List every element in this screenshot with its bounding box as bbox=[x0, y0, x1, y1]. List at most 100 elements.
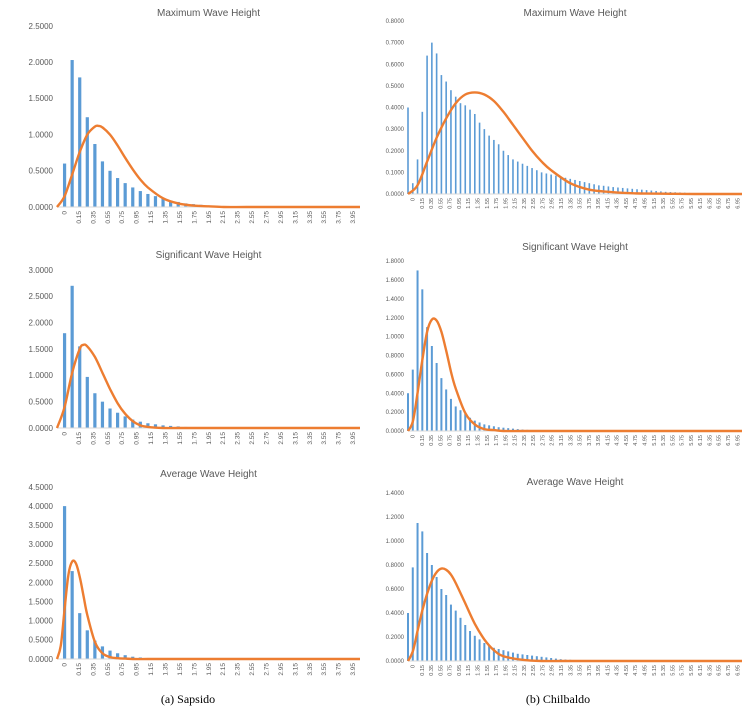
chart-title: Significant Wave Height bbox=[156, 250, 262, 261]
x-tick-label: 6.55 bbox=[717, 198, 723, 209]
x-tick-label: 1.15 bbox=[148, 663, 155, 676]
x-tick-label: 2.55 bbox=[531, 665, 537, 676]
bar bbox=[416, 270, 419, 431]
x-tick-label: 3.35 bbox=[307, 211, 314, 224]
y-tick-label: 0.4000 bbox=[386, 106, 405, 112]
y-tick-label: 0.2000 bbox=[386, 149, 405, 155]
bar bbox=[449, 398, 452, 431]
x-tick-label: 2.55 bbox=[249, 211, 256, 224]
bar bbox=[138, 191, 142, 207]
x-tick-label: 1.75 bbox=[494, 435, 500, 446]
y-tick-label: 1.5000 bbox=[29, 597, 54, 606]
bar bbox=[631, 188, 634, 194]
x-tick-label: 1.95 bbox=[206, 663, 213, 676]
y-tick-label: 0.8000 bbox=[386, 354, 405, 360]
bar bbox=[123, 416, 127, 428]
x-tick-label: 0.35 bbox=[429, 665, 435, 676]
x-tick-label: 0.95 bbox=[457, 435, 463, 446]
bar bbox=[78, 346, 82, 428]
y-tick-label: 1.2000 bbox=[386, 515, 405, 521]
fitted-curve bbox=[406, 317, 742, 433]
x-tick-label: 2.55 bbox=[531, 198, 537, 209]
y-tick-label: 0.5000 bbox=[29, 636, 54, 645]
bar bbox=[431, 42, 433, 194]
x-tick-label: 1.55 bbox=[485, 435, 491, 446]
x-tick-label: 2.95 bbox=[278, 211, 285, 224]
bar bbox=[598, 185, 600, 194]
x-tick-label: 2.75 bbox=[540, 665, 546, 676]
bar bbox=[540, 172, 543, 194]
x-tick-label: 0 bbox=[61, 211, 68, 215]
y-tick-label: 0.8000 bbox=[386, 19, 405, 25]
y-tick-label: 2.5000 bbox=[29, 292, 54, 301]
x-tick-label: 2.35 bbox=[522, 665, 528, 676]
chart-title: Significant Wave Height bbox=[522, 242, 628, 253]
x-tick-label: 2.75 bbox=[540, 435, 546, 446]
chart-chilbaldo-average: Average Wave Height 0.0000 0.2000 0.4000 0.6… bbox=[372, 466, 750, 688]
x-tick-label: 5.15 bbox=[652, 665, 658, 676]
x-tick-label: 2.55 bbox=[249, 432, 256, 445]
y-tick-label: 1.2000 bbox=[386, 316, 405, 322]
x-tick-label: 4.95 bbox=[643, 435, 649, 446]
x-tick-label: 6.75 bbox=[726, 198, 732, 209]
chart-sapsido-maximum: Maximum Wave Height 0.0000 0.5000 1.0000 1.5… bbox=[0, 0, 372, 232]
x-tick-label: 5.95 bbox=[689, 665, 695, 676]
bar bbox=[550, 658, 553, 661]
chart-title: Average Wave Height bbox=[527, 477, 624, 488]
y-tick-label: 1.5000 bbox=[29, 94, 54, 103]
x-tick-label: 4.35 bbox=[615, 435, 621, 446]
y-tick-label: 1.0000 bbox=[29, 617, 54, 626]
x-tick-label: 5.95 bbox=[689, 198, 695, 209]
bar bbox=[93, 144, 97, 207]
x-tick-label: 3.95 bbox=[596, 435, 602, 446]
y-tick-label: 0.3000 bbox=[386, 127, 405, 133]
bar bbox=[478, 639, 481, 661]
bar bbox=[464, 625, 467, 661]
bar bbox=[488, 425, 491, 431]
x-tick-label: 5.75 bbox=[680, 435, 686, 446]
x-tick-label: 2.95 bbox=[550, 665, 556, 676]
bar bbox=[473, 635, 476, 661]
bar bbox=[488, 645, 491, 661]
x-tick-label: 1.55 bbox=[177, 211, 184, 224]
bar bbox=[650, 190, 653, 194]
bar bbox=[421, 531, 424, 661]
bar bbox=[85, 376, 89, 428]
x-tick-label: 6.55 bbox=[717, 435, 723, 446]
y-tick-label: 2.0000 bbox=[29, 578, 54, 587]
x-tick-label: 1.95 bbox=[503, 665, 509, 676]
x-tick-label: 3.75 bbox=[336, 663, 343, 676]
bar bbox=[450, 90, 452, 194]
bar bbox=[492, 426, 495, 431]
x-tick-label: 2.35 bbox=[235, 663, 242, 676]
bar bbox=[407, 393, 409, 431]
x-tick-label: 1.95 bbox=[503, 435, 509, 446]
chart-chilbaldo-significant: Significant Wave Height 0.0000 0.2000 0.400… bbox=[372, 232, 750, 460]
bar bbox=[483, 424, 486, 431]
bar bbox=[146, 193, 150, 207]
x-tick-label: 6.95 bbox=[735, 665, 741, 676]
x-tick-label: 3.15 bbox=[559, 435, 565, 446]
bar bbox=[626, 188, 629, 194]
x-tick-label: 0.15 bbox=[76, 432, 83, 445]
x-tick-label: 3.55 bbox=[578, 198, 584, 209]
x-tick-label: 6.35 bbox=[707, 198, 713, 209]
x-tick-label: 1.35 bbox=[162, 432, 169, 445]
x-tick-label: 2.95 bbox=[550, 198, 556, 209]
x-tick-label: 2.15 bbox=[513, 665, 519, 676]
bar bbox=[545, 657, 548, 661]
bar bbox=[445, 595, 448, 661]
bar bbox=[93, 640, 97, 659]
bar bbox=[123, 183, 127, 207]
x-tick-label: 1.75 bbox=[494, 665, 500, 676]
chart-chilbaldo-maximum: Maximum Wave Height 0.0000 0.1000 0.2000 0.3… bbox=[372, 0, 750, 232]
bar bbox=[516, 653, 519, 661]
x-tick-label: 4.75 bbox=[633, 198, 639, 209]
bar bbox=[555, 175, 557, 194]
x-tick-label: 0.35 bbox=[90, 211, 97, 224]
x-tick-label: 4.15 bbox=[605, 435, 611, 446]
x-tick-label: 0 bbox=[61, 432, 68, 436]
bar bbox=[70, 60, 74, 207]
x-tick-label: 0.35 bbox=[429, 198, 435, 209]
bar bbox=[469, 631, 472, 661]
